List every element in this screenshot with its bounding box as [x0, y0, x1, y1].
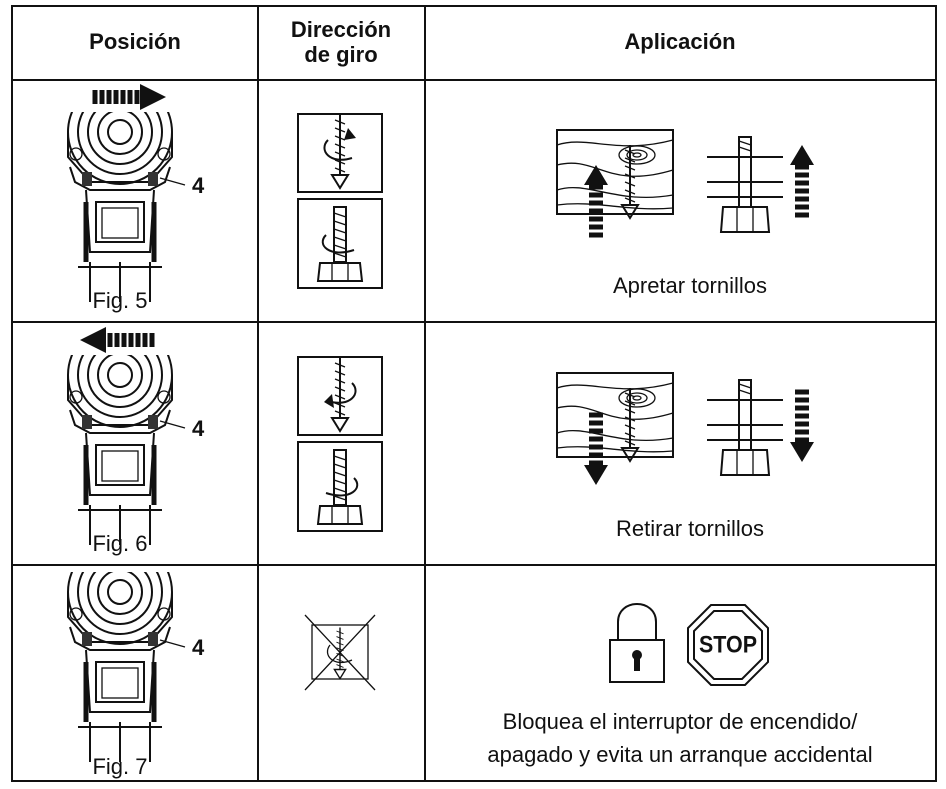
figure-label: Fig. 5 — [92, 288, 147, 313]
figure-label: Fig. 7 — [92, 754, 147, 779]
callout: 4 — [192, 173, 205, 198]
callout-line — [159, 420, 186, 429]
direction-arrow — [790, 145, 814, 215]
application-text: apagado y evita un arranque accidental — [487, 742, 872, 767]
wood-illustration — [556, 129, 674, 215]
figure-label: Fig. 6 — [92, 531, 147, 556]
wood-illustration — [556, 372, 674, 458]
application-text: Retirar tornillos — [616, 516, 764, 541]
header-cell: Posición — [89, 29, 181, 54]
rotation-icons — [297, 356, 383, 532]
callout: 4 — [192, 635, 205, 660]
stop-text: STOP — [699, 631, 757, 658]
table-grid — [11, 5, 937, 782]
bolt-illustration — [706, 379, 784, 476]
callout-line — [159, 177, 186, 186]
drill-illustration — [68, 540, 172, 762]
stop-sign: STOP — [687, 604, 769, 686]
callout: 4 — [192, 416, 205, 441]
direction-arrow — [584, 415, 608, 485]
rotation-icons — [297, 113, 383, 289]
header-cell: Dirección — [291, 17, 391, 42]
application-text: Bloquea el interruptor de encendido/ — [503, 709, 859, 734]
callout-line — [159, 639, 186, 648]
direction-arrow — [92, 84, 166, 110]
lock-icon — [609, 603, 665, 683]
direction-arrow — [790, 392, 814, 462]
header-cell: Aplicación — [624, 29, 735, 54]
header-cell: de giro — [304, 42, 377, 67]
direction-arrow — [80, 327, 155, 353]
direction-arrow — [584, 165, 608, 235]
drill-illustration — [68, 323, 172, 545]
bolt-illustration — [706, 136, 784, 233]
locked-rotation-icon — [304, 614, 376, 691]
drill-illustration — [68, 80, 172, 302]
application-text: Apretar tornillos — [613, 273, 767, 298]
